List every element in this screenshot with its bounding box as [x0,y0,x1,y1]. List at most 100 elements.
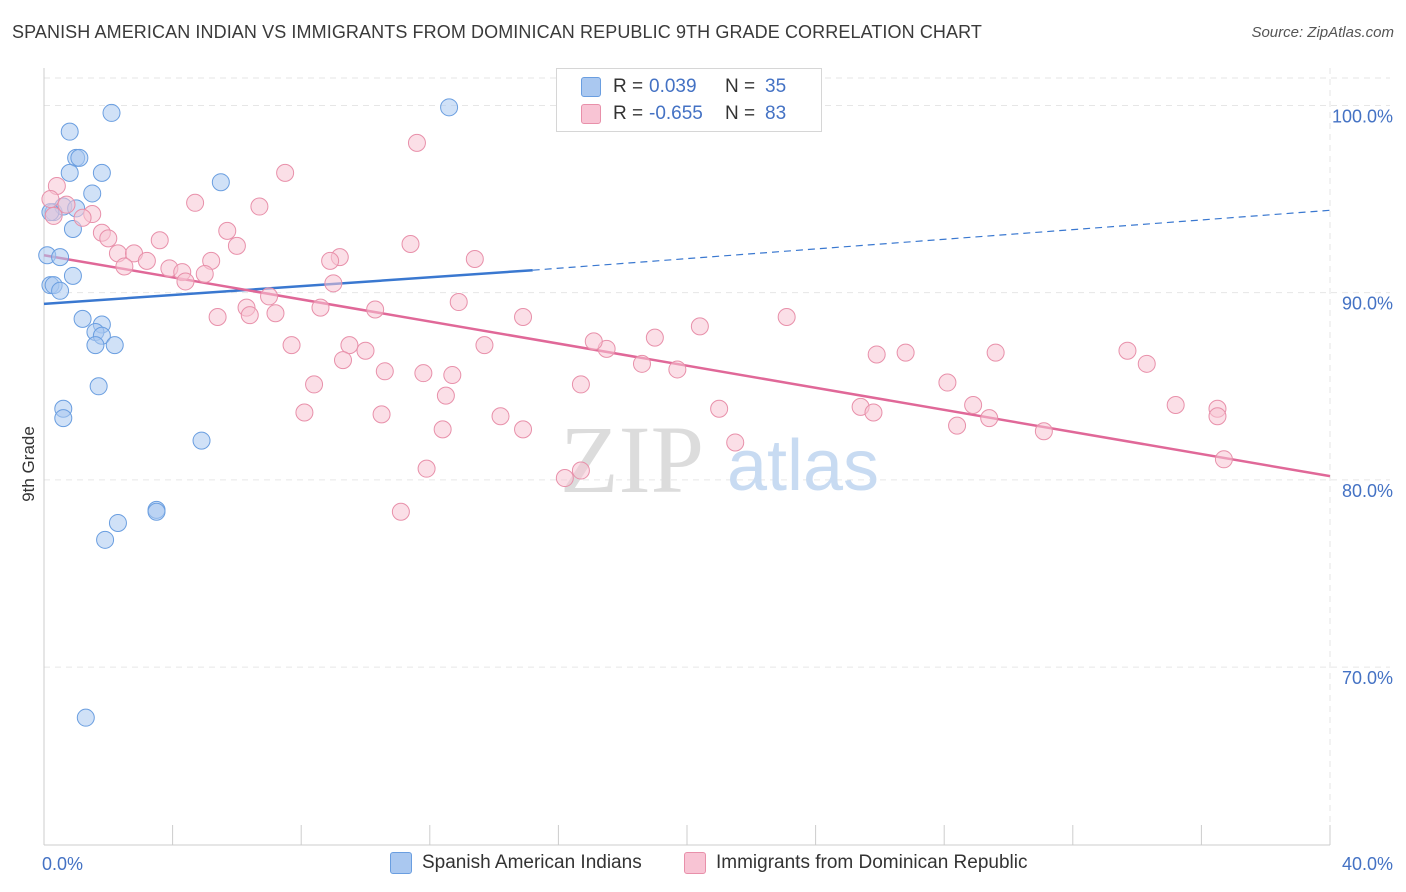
point-spanish-american-indians [70,148,89,167]
point-immigrants-dominican-republic [282,336,301,355]
point-immigrants-dominican-republic [137,251,156,270]
point-immigrants-dominican-republic [115,257,134,276]
legend-swatch-blue [581,77,601,97]
x-tick-label: 40.0% [1342,854,1393,874]
point-immigrants-dominican-republic [305,375,324,394]
point-immigrants-dominican-republic [321,251,340,270]
point-immigrants-dominican-republic [150,231,169,250]
watermark: ZIP atlas [560,406,879,513]
watermark-atlas: atlas [727,426,879,506]
point-immigrants-dominican-republic [208,308,227,327]
point-immigrants-dominican-republic [436,386,455,405]
series-swatch-blue [390,852,412,874]
point-immigrants-dominican-republic [333,351,352,370]
r-label: R = [613,76,644,97]
point-immigrants-dominican-republic [407,133,426,152]
point-spanish-american-indians [86,336,105,355]
source-note: Source: ZipAtlas.com [1251,24,1394,41]
n-label: N = [725,103,756,124]
point-immigrants-dominican-republic [645,328,664,347]
point-spanish-american-indians [73,309,92,328]
point-spanish-american-indians [60,122,79,141]
legend-row-spanish-american-indians: R = 0.039 N = 35 [581,73,786,101]
y-axis-label: 9th Grade [19,426,38,502]
y-tick-label: 80.0% [1342,481,1393,501]
point-spanish-american-indians [147,502,166,521]
point-immigrants-dominican-republic [227,236,246,255]
point-spanish-american-indians [60,163,79,182]
point-immigrants-dominican-republic [340,336,359,355]
n-value: 35 [765,76,787,97]
series-swatch-pink [684,852,706,874]
point-immigrants-dominican-republic [391,502,410,521]
point-immigrants-dominican-republic [266,304,285,323]
point-immigrants-dominican-republic [690,317,709,336]
point-immigrants-dominican-republic [571,375,590,394]
point-spanish-american-indians [92,163,111,182]
point-immigrants-dominican-republic [1208,407,1227,426]
point-immigrants-dominican-republic [491,407,510,426]
point-spanish-american-indians [192,431,211,450]
point-spanish-american-indians [105,336,124,355]
point-spanish-american-indians [51,248,70,267]
point-immigrants-dominican-republic [311,298,330,317]
point-immigrants-dominican-republic [401,234,420,253]
y-tick-label: 90.0% [1342,294,1393,314]
point-immigrants-dominican-republic [1034,422,1053,441]
point-immigrants-dominican-republic [99,229,118,248]
r-value: 0.039 [649,76,697,97]
series-legend-label: Spanish American Indians [422,852,642,873]
series-legend-item-immigrants-dominican-republic: Immigrants from Dominican Republic [684,852,1028,874]
point-spanish-american-indians [51,281,70,300]
point-immigrants-dominican-republic [896,343,915,362]
x-tick-label: 0.0% [42,854,83,874]
point-immigrants-dominican-republic [240,306,259,325]
trend-lines [43,209,1331,478]
point-spanish-american-indians [89,377,108,396]
series-legend: Spanish American Indians Immigrants from… [0,852,1406,878]
legend-row-immigrants-dominican-republic: R = -0.655 N = 83 [581,100,786,128]
point-immigrants-dominican-republic [964,396,983,415]
point-immigrants-dominican-republic [632,354,651,373]
point-immigrants-dominican-republic [571,461,590,480]
point-immigrants-dominican-republic [449,293,468,312]
y-tick-label: 100.0% [1332,106,1393,126]
chart-title: SPANISH AMERICAN INDIAN VS IMMIGRANTS FR… [12,22,983,42]
point-immigrants-dominican-republic [417,459,436,478]
point-spanish-american-indians [102,103,121,122]
point-immigrants-dominican-republic [73,208,92,227]
point-immigrants-dominican-republic [475,336,494,355]
y-tick-labels: 100.0% 90.0% 80.0% 70.0% [1332,106,1393,688]
point-immigrants-dominican-republic [584,332,603,351]
point-immigrants-dominican-republic [710,399,729,418]
point-immigrants-dominican-republic [176,272,195,291]
point-immigrants-dominican-republic [366,300,385,319]
point-spanish-american-indians [440,98,459,117]
point-immigrants-dominican-republic [864,403,883,422]
stats-legend: R = 0.039 N = 35 R = -0.655 N = 83 [556,68,822,132]
point-spanish-american-indians [54,409,73,428]
point-immigrants-dominican-republic [443,366,462,385]
n-value: 83 [765,103,787,124]
point-immigrants-dominican-republic [295,403,314,422]
point-spanish-american-indians [96,530,115,549]
trend-line-extension-spanish-american-indians [532,209,1331,271]
point-immigrants-dominican-republic [276,163,295,182]
point-immigrants-dominican-republic [186,193,205,212]
point-spanish-american-indians [83,184,102,203]
point-immigrants-dominican-republic [986,343,1005,362]
point-immigrants-dominican-republic [948,416,967,435]
point-immigrants-dominican-republic [514,308,533,327]
point-immigrants-dominican-republic [433,420,452,439]
point-immigrants-dominican-republic [414,364,433,383]
r-label: R = [613,103,644,124]
point-immigrants-dominican-republic [777,308,796,327]
point-immigrants-dominican-republic [668,360,687,379]
point-immigrants-dominican-republic [867,345,886,364]
point-immigrants-dominican-republic [514,420,533,439]
r-value: -0.655 [649,103,703,124]
point-spanish-american-indians [211,173,230,192]
series-legend-item-spanish-american-indians: Spanish American Indians [390,852,642,874]
point-spanish-american-indians [108,513,127,532]
point-immigrants-dominican-republic [356,341,375,360]
